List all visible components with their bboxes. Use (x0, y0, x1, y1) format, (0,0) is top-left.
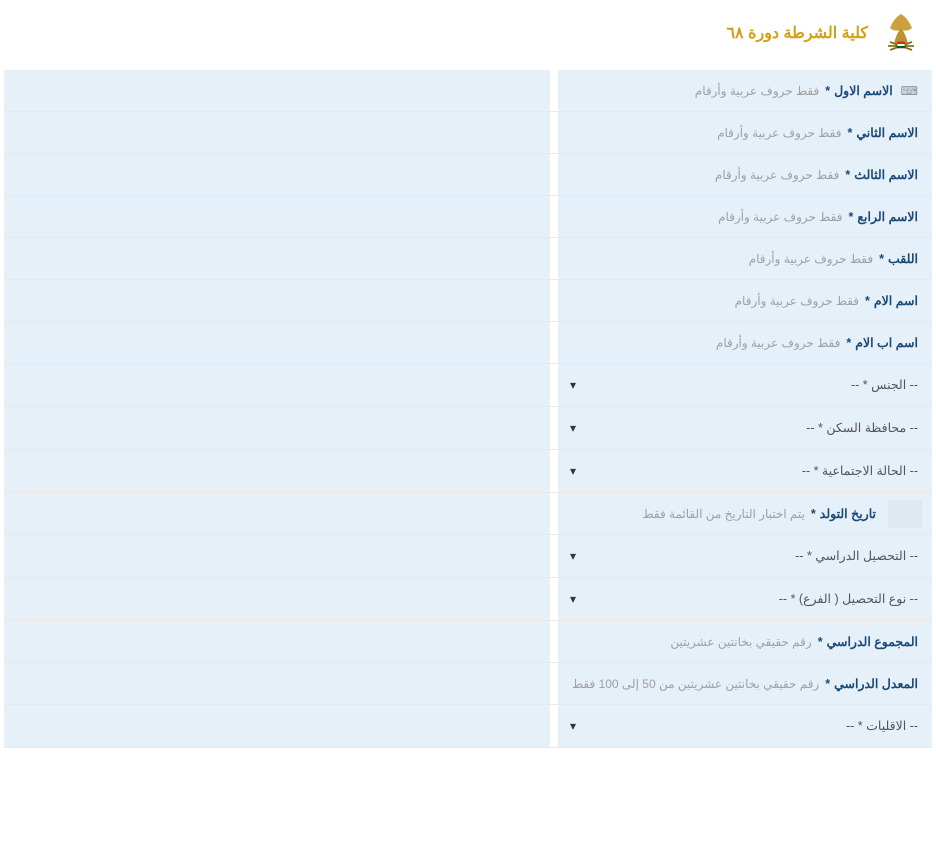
gender-select[interactable]: -- الجنس * -- (558, 364, 932, 406)
row-marital: -- الحالة الاجتماعية * -- (4, 450, 932, 493)
first-name-input[interactable] (4, 70, 550, 111)
surname-input[interactable] (4, 238, 550, 279)
label-second-name: الاسم الثاني * فقط حروف عربية وأرقام (558, 112, 932, 153)
row-minorities: -- الاقليات * -- (4, 705, 932, 748)
marital-select-wrap: -- الحالة الاجتماعية * -- (558, 450, 932, 492)
marital-spacer (4, 450, 550, 492)
label-first-name: ⌨ الاسم الاول * فقط حروف عربية وأرقام (558, 70, 932, 111)
row-first-name: ⌨ الاسم الاول * فقط حروف عربية وأرقام (4, 70, 932, 112)
keyboard-icon: ⌨ (901, 84, 918, 98)
label-third-name: الاسم الثالث * فقط حروف عربية وأرقام (558, 154, 932, 195)
mother-father-name-input[interactable] (4, 322, 550, 363)
row-third-name: الاسم الثالث * فقط حروف عربية وأرقام (4, 154, 932, 196)
row-dob: تاريخ التولد * يتم اختبار التاريخ من الق… (4, 493, 932, 535)
second-name-input[interactable] (4, 112, 550, 153)
eagle-logo-icon (878, 10, 924, 56)
row-mother-father-name: اسم اب الام * فقط حروف عربية وأرقام (4, 322, 932, 364)
row-total: المجموع الدراسي * رقم حقيقي بخانتين عشري… (4, 621, 932, 663)
row-surname: اللقب * فقط حروف عربية وأرقام (4, 238, 932, 280)
page-header: كلية الشرطة دورة ٦٨ (4, 6, 932, 70)
minorities-select-wrap: -- الاقليات * -- (558, 705, 932, 747)
label-fourth-name: الاسم الرابع * فقط حروف عربية وأرقام (558, 196, 932, 237)
third-name-input[interactable] (4, 154, 550, 195)
total-input[interactable] (4, 621, 550, 662)
gender-spacer (4, 364, 550, 406)
page-title: كلية الشرطة دورة ٦٨ (726, 23, 868, 43)
branch-spacer (4, 578, 550, 620)
province-spacer (4, 407, 550, 449)
label-mother-father-name: اسم اب الام * فقط حروف عربية وأرقام (558, 322, 932, 363)
marital-select[interactable]: -- الحالة الاجتماعية * -- (558, 450, 932, 492)
row-mother-name: اسم الام * فقط حروف عربية وأرقام (4, 280, 932, 322)
dob-input[interactable] (888, 500, 922, 528)
label-total: المجموع الدراسي * رقم حقيقي بخانتين عشري… (558, 621, 932, 662)
label-dob: تاريخ التولد * يتم اختبار التاريخ من الق… (558, 493, 932, 534)
row-education: -- التحصيل الدراسي * -- (4, 535, 932, 578)
dob-spacer (4, 493, 550, 534)
province-select-wrap: -- محافظة السكن * -- (558, 407, 932, 449)
average-input[interactable] (4, 663, 550, 704)
branch-select[interactable]: -- نوع التحصيل ( الفرع) * -- (558, 578, 932, 620)
mother-name-input[interactable] (4, 280, 550, 321)
gender-select-wrap: -- الجنس * -- (558, 364, 932, 406)
row-branch: -- نوع التحصيل ( الفرع) * -- (4, 578, 932, 621)
minorities-select[interactable]: -- الاقليات * -- (558, 705, 932, 747)
row-fourth-name: الاسم الرابع * فقط حروف عربية وأرقام (4, 196, 932, 238)
education-spacer (4, 535, 550, 577)
row-province: -- محافظة السكن * -- (4, 407, 932, 450)
minorities-spacer (4, 705, 550, 747)
province-select[interactable]: -- محافظة السكن * -- (558, 407, 932, 449)
label-average: المعدل الدراسي * رقم حقيقي بخانتين عشريت… (558, 663, 932, 704)
label-surname: اللقب * فقط حروف عربية وأرقام (558, 238, 932, 279)
row-gender: -- الجنس * -- (4, 364, 932, 407)
fourth-name-input[interactable] (4, 196, 550, 237)
row-average: المعدل الدراسي * رقم حقيقي بخانتين عشريت… (4, 663, 932, 705)
branch-select-wrap: -- نوع التحصيل ( الفرع) * -- (558, 578, 932, 620)
label-mother-name: اسم الام * فقط حروف عربية وأرقام (558, 280, 932, 321)
row-second-name: الاسم الثاني * فقط حروف عربية وأرقام (4, 112, 932, 154)
education-select[interactable]: -- التحصيل الدراسي * -- (558, 535, 932, 577)
education-select-wrap: -- التحصيل الدراسي * -- (558, 535, 932, 577)
